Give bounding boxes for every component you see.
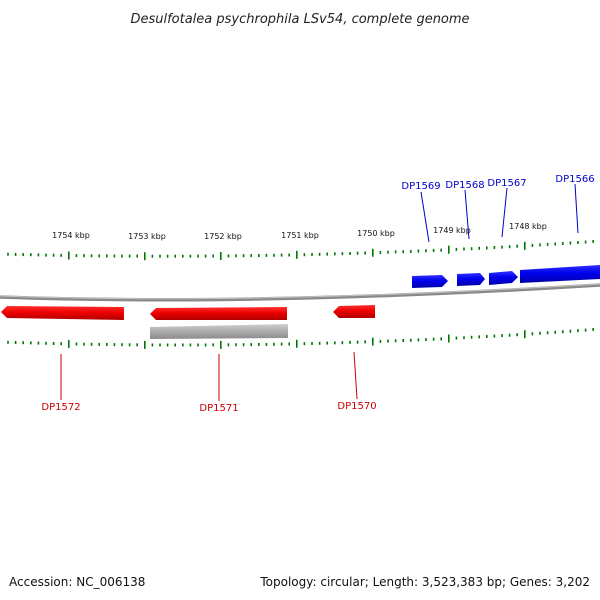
gene-arrow-dp1570[interactable]	[333, 305, 375, 318]
gene-arrow-dp1572[interactable]	[1, 306, 124, 320]
scale-label-1752: 1752 kbp	[204, 232, 242, 241]
gene-arrow-dp1569[interactable]	[412, 275, 448, 288]
scale-labels: 1754 kbp 1753 kbp 1752 kbp 1751 kbp 1750…	[52, 222, 547, 241]
gene-arrow-dp1566[interactable]	[520, 265, 600, 283]
leader-dp1566	[574, 183, 579, 234]
gene-label-dp1569: DP1569	[401, 181, 440, 192]
gene-label-dp1572: DP1572	[41, 402, 80, 413]
genome-backbone-highlight	[0, 283, 600, 300]
forward-strand-genes: DP1569 DP1568 DP1567 DP1566	[401, 174, 600, 288]
leader-dp1568	[464, 189, 470, 240]
scale-label-1754: 1754 kbp	[52, 231, 90, 240]
gene-arrow-dp1567[interactable]	[489, 271, 518, 285]
feature-bar-gray[interactable]	[150, 324, 288, 339]
gene-label-dp1568: DP1568	[445, 180, 484, 191]
gene-label-dp1570: DP1570	[337, 401, 376, 412]
genome-backbone	[0, 283, 600, 302]
reverse-strand-genes: DP1572 DP1571 DP1570	[1, 305, 377, 414]
scale-label-1750: 1750 kbp	[357, 229, 395, 238]
genome-summary-text: Topology: circular; Length: 3,523,383 bp…	[259, 575, 590, 589]
leader-dp1569	[420, 191, 430, 243]
scale-label-1748: 1748 kbp	[509, 222, 547, 231]
scale-label-1749: 1749 kbp	[433, 226, 471, 235]
gene-arrow-dp1568[interactable]	[457, 273, 485, 286]
scale-label-1753: 1753 kbp	[128, 232, 166, 241]
tick-row-top	[7, 240, 595, 261]
gene-label-dp1567: DP1567	[487, 178, 526, 189]
tick-row-bottom	[7, 328, 595, 349]
leader-dp1570	[353, 351, 358, 400]
map-title: Desulfotalea psychrophila LSv54, complet…	[130, 12, 469, 27]
gene-label-dp1571: DP1571	[199, 403, 238, 414]
gene-arrow-dp1571[interactable]	[150, 307, 287, 320]
leader-dp1567	[501, 187, 508, 238]
scale-label-1751: 1751 kbp	[281, 231, 319, 240]
accession-text: Accession: NC_006138	[9, 575, 145, 589]
gene-label-dp1566: DP1566	[555, 174, 594, 185]
